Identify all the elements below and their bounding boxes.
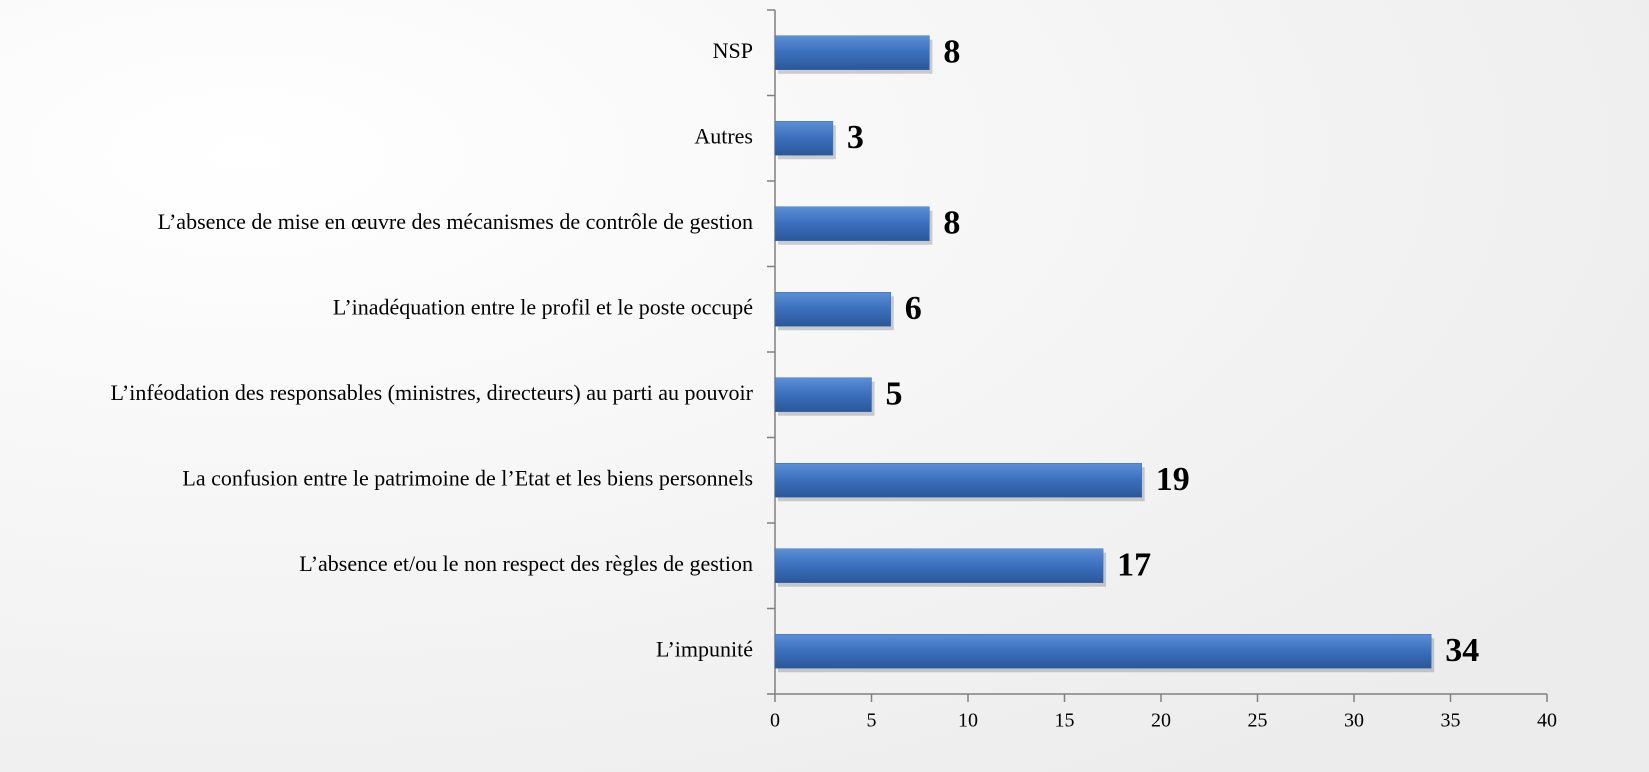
y-tick-label: L’inadéquation entre le profil et le pos… <box>333 294 753 319</box>
value-label: 6 <box>905 290 922 327</box>
value-label: 8 <box>943 34 960 71</box>
x-tick-label: 35 <box>1441 710 1461 732</box>
x-tick-label: 20 <box>1151 710 1171 732</box>
bar <box>774 206 930 241</box>
bar <box>774 463 1142 498</box>
y-tick-label: L’absence de mise en œuvre des mécanisme… <box>158 209 753 234</box>
value-label: 34 <box>1445 632 1479 669</box>
y-tick-label: L’impunité <box>656 636 753 661</box>
bar <box>774 292 892 327</box>
x-tick-label: 10 <box>958 710 978 732</box>
x-tick-label: 5 <box>867 710 877 732</box>
bar <box>774 121 834 156</box>
value-label: 8 <box>943 205 960 242</box>
bar <box>774 377 872 412</box>
x-tick-label: 15 <box>1055 710 1075 732</box>
bar <box>774 548 1104 583</box>
value-label: 19 <box>1156 461 1190 498</box>
value-label: 5 <box>886 376 903 413</box>
value-label: 17 <box>1117 547 1151 584</box>
y-tick-label: Autres <box>694 123 753 148</box>
y-tick-label: La confusion entre le patrimoine de l’Et… <box>182 465 753 490</box>
bar <box>774 634 1432 669</box>
y-tick-label: NSP <box>713 38 753 63</box>
y-tick-label: L’inféodation des responsables (ministre… <box>110 380 753 405</box>
x-tick-label: 40 <box>1537 710 1557 732</box>
x-tick-label: 0 <box>770 710 780 732</box>
y-tick-label: L’absence et/ou le non respect des règle… <box>299 551 753 576</box>
value-label: 3 <box>847 119 864 156</box>
x-tick-label: 30 <box>1344 710 1364 732</box>
bar <box>774 35 930 70</box>
x-tick-label: 25 <box>1248 710 1268 732</box>
